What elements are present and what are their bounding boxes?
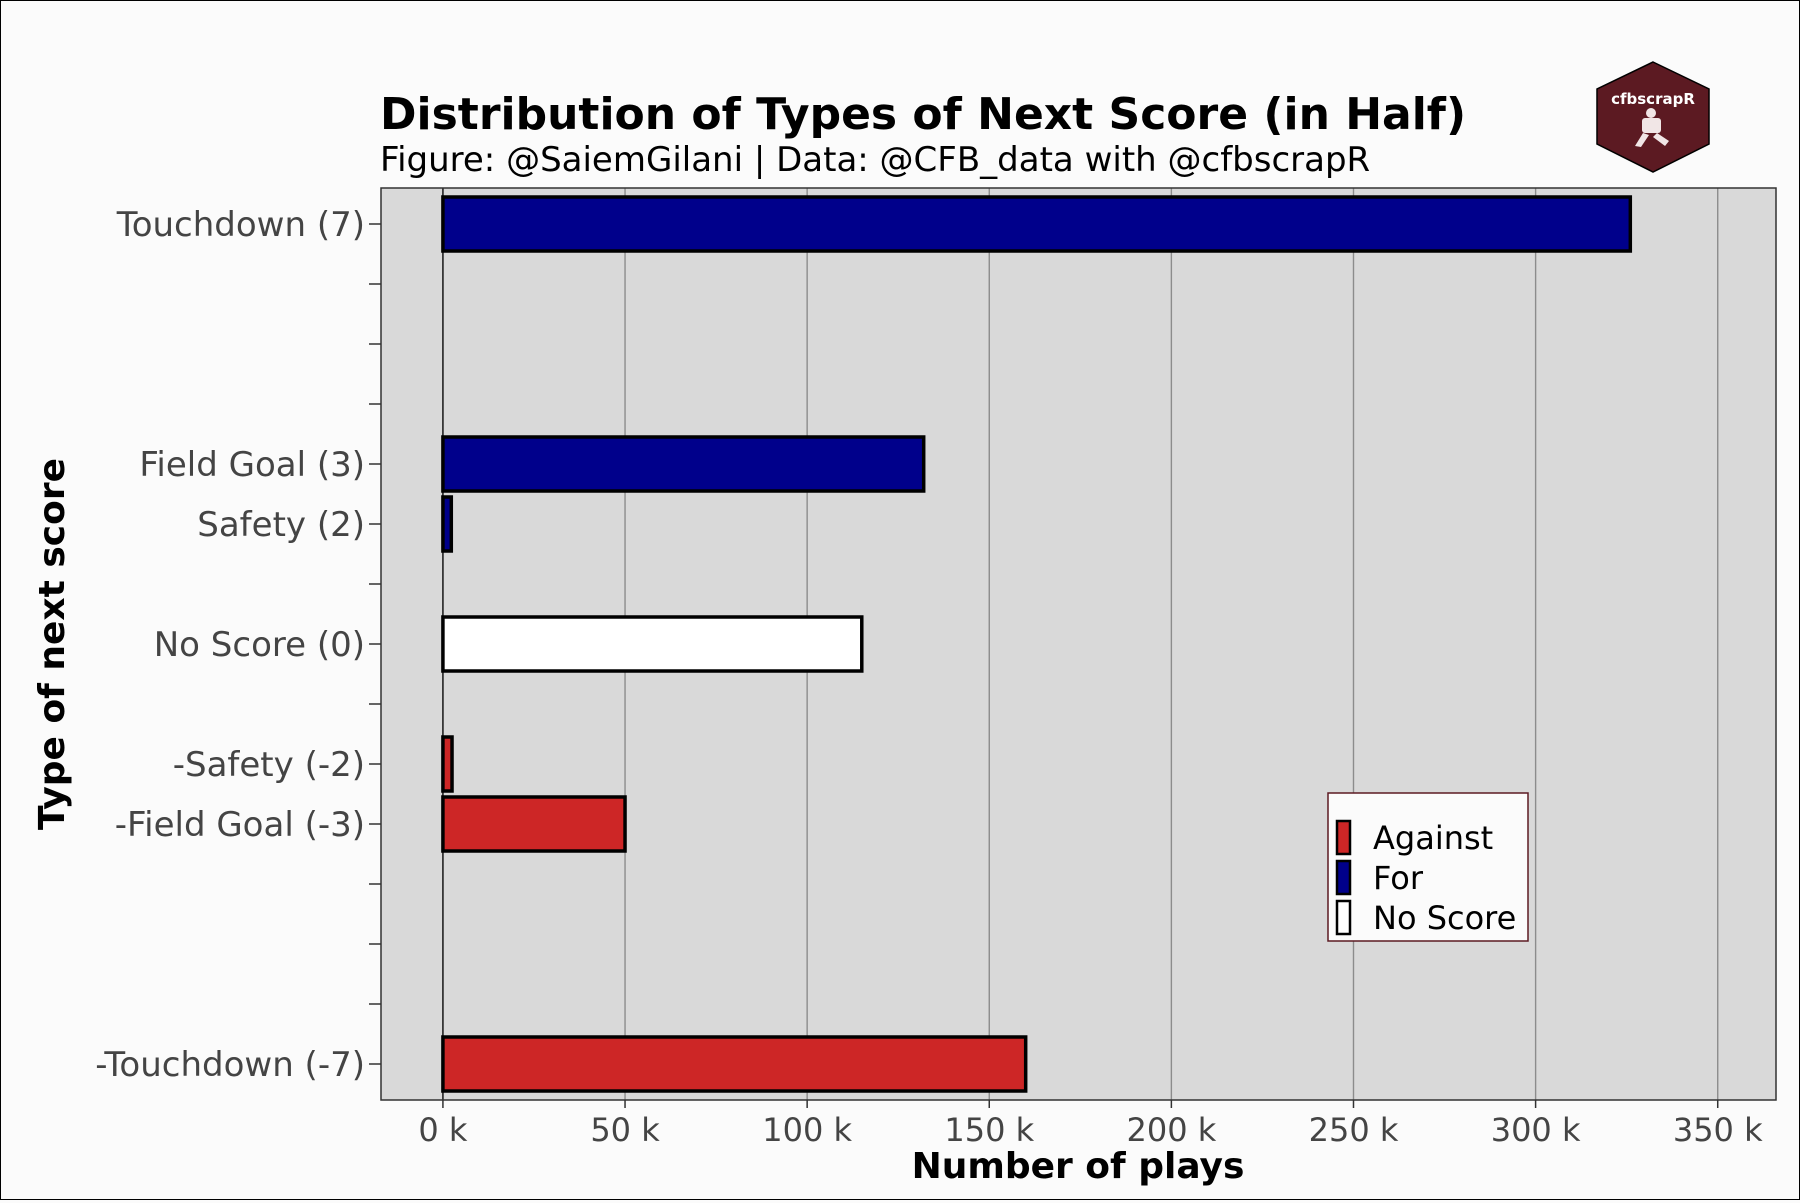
legend-key <box>1335 819 1352 856</box>
chart-subtitle: Figure: @SaiemGilani | Data: @CFB_data w… <box>380 140 1370 180</box>
legend-key <box>1335 859 1352 896</box>
logo-player-icon <box>1635 108 1669 147</box>
x-tick-label: 150 k <box>944 1111 1034 1149</box>
x-tick-label: 200 k <box>1126 1111 1216 1149</box>
x-axis: 0 k 50 k 100 k 150 k 200 k 250 k 300 k 350 k <box>418 1100 1763 1149</box>
x-tick-label: 350 k <box>1673 1111 1763 1149</box>
y-tick-label: -Field Goal (-3) <box>115 805 365 845</box>
bar <box>441 795 627 853</box>
bar <box>441 615 864 673</box>
y-axis: Touchdown (7) Field Goal (3) Safety (2) No … <box>95 205 381 1085</box>
x-tick-label: 50 k <box>590 1111 660 1149</box>
y-tick-label: -Safety (-2) <box>173 745 365 785</box>
bar <box>441 735 454 793</box>
x-tick-label: 300 k <box>1491 1111 1581 1149</box>
bar <box>441 1035 1028 1093</box>
bar <box>441 435 926 493</box>
legend-label: Against <box>1373 819 1493 857</box>
y-axis-title: Type of next score <box>32 458 73 830</box>
y-tick-label: Safety (2) <box>197 505 365 545</box>
y-tick-label: Touchdown (7) <box>116 205 365 245</box>
y-tick-label: No Score (0) <box>154 625 365 665</box>
x-axis-title: Number of plays <box>912 1146 1245 1187</box>
x-tick-label: 0 k <box>418 1111 468 1149</box>
bar <box>441 495 454 553</box>
x-tick-label: 100 k <box>762 1111 852 1149</box>
y-tick-label: Field Goal (3) <box>139 445 365 485</box>
bar <box>441 195 1633 253</box>
x-tick-label: 250 k <box>1309 1111 1399 1149</box>
legend-box <box>1327 792 1529 942</box>
legend-label: For <box>1373 859 1424 897</box>
legend-label: No Score <box>1373 899 1516 937</box>
y-tick-label: -Touchdown (-7) <box>95 1045 365 1085</box>
logo-text: cfbscrapR <box>1611 90 1695 108</box>
cfbscrapr-logo: cfbscrapR <box>1596 61 1710 173</box>
chart-title: Distribution of Types of Next Score (in … <box>380 89 1466 140</box>
bars <box>441 195 1633 1093</box>
legend-key <box>1335 899 1352 936</box>
